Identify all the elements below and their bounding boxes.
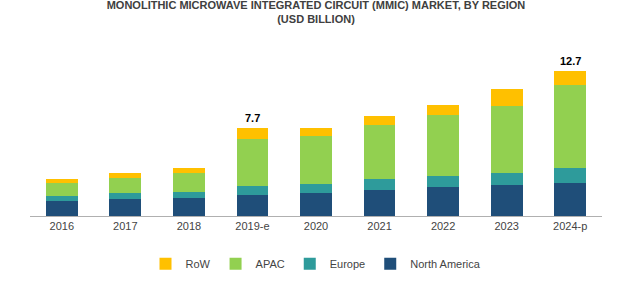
svg-text:2019-e: 2019-e (235, 220, 269, 232)
svg-text:MONOLITHIC MICROWAVE INTEGRATE: MONOLITHIC MICROWAVE INTEGRATED CIRCUIT … (107, 0, 526, 25)
svg-text:12.7: 12.7 (560, 55, 581, 67)
svg-text:2020: 2020 (304, 220, 328, 232)
svg-text:2016: 2016 (50, 220, 74, 232)
svg-text:2022: 2022 (431, 220, 455, 232)
svg-text:APAC: APAC (256, 258, 285, 270)
svg-text:2021: 2021 (367, 220, 391, 232)
svg-text:Europe: Europe (330, 258, 365, 270)
svg-text:North America: North America (410, 258, 481, 270)
svg-text:2023: 2023 (494, 220, 518, 232)
svg-text:RoW: RoW (186, 258, 211, 270)
svg-text:2024-p: 2024-p (553, 220, 587, 232)
svg-text:2018: 2018 (177, 220, 201, 232)
svg-text:2017: 2017 (113, 220, 137, 232)
svg-text:7.7: 7.7 (245, 112, 260, 124)
